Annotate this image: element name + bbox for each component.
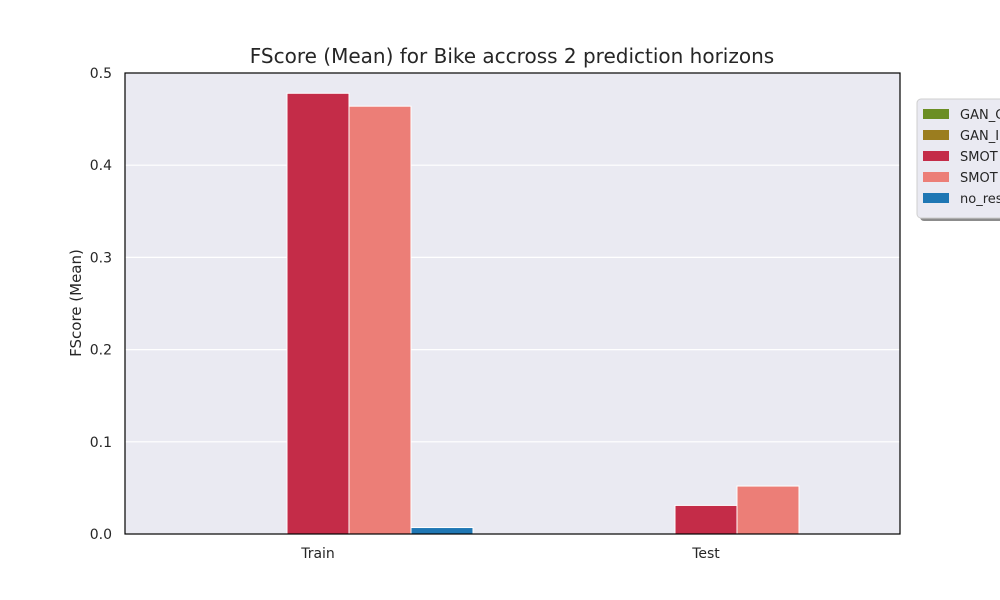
legend-label: GAN_I — [960, 129, 999, 144]
legend-swatch — [923, 151, 949, 161]
y-tick-label: 0.3 — [90, 250, 112, 266]
y-axis-label: FScore (Mean) — [67, 249, 85, 357]
bar — [674, 504, 738, 535]
x-tick-label: Train — [300, 546, 335, 562]
legend-label: SMOT — [960, 171, 998, 186]
y-tick-label: 0.1 — [90, 435, 112, 451]
legend-swatch — [923, 109, 949, 119]
legend-label: GAN_C — [960, 108, 1000, 123]
y-tick-label: 0.2 — [90, 343, 112, 359]
legend: GAN_C GAN_I SMOT SMOT no_res — [916, 98, 1000, 221]
bar — [410, 527, 474, 535]
chart-title: FScore (Mean) for Bike accross 2 predict… — [250, 44, 774, 68]
legend-box — [916, 98, 1000, 219]
bar — [736, 485, 800, 535]
y-tick-label: 0.5 — [90, 66, 112, 82]
legend-swatch — [923, 172, 949, 182]
legend-swatch — [923, 193, 949, 203]
y-ticks: 0.0 0.1 0.2 0.3 0.4 0.5 — [90, 66, 112, 543]
legend-swatch — [923, 130, 949, 140]
bar — [348, 105, 412, 535]
legend-label: no_res — [960, 192, 1000, 207]
bars — [286, 92, 800, 535]
bar — [286, 92, 350, 535]
legend-label: SMOT — [960, 150, 998, 165]
y-tick-label: 0.0 — [90, 527, 112, 543]
x-ticks: Train Test — [300, 546, 720, 562]
x-tick-label: Test — [691, 546, 720, 562]
plot-area — [125, 73, 900, 534]
y-tick-label: 0.4 — [90, 158, 112, 174]
plot-frame — [124, 72, 901, 535]
